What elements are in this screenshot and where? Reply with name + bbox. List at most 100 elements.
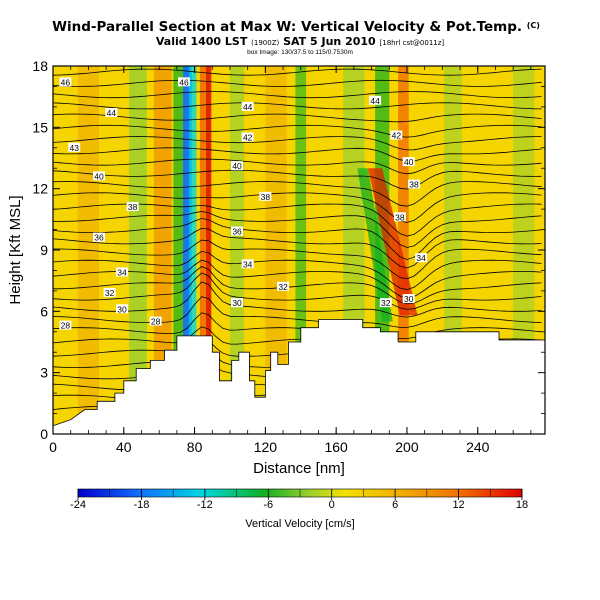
colorbar-tick-label: -6 xyxy=(263,499,273,511)
contour-label: 46 xyxy=(177,77,190,87)
isentrope-line xyxy=(53,192,542,223)
y-tick-label: 12 xyxy=(32,181,48,197)
velocity-band xyxy=(295,66,307,434)
contour-label: 28 xyxy=(59,320,72,331)
contour-label: 28 xyxy=(149,316,162,327)
isentrope-line xyxy=(53,296,542,328)
contour-label: 44 xyxy=(105,108,118,118)
contour-label: 32 xyxy=(103,287,116,298)
velocity-band xyxy=(129,66,147,434)
y-tick-label: 3 xyxy=(40,365,48,381)
x-tick-label: 0 xyxy=(49,439,57,455)
contour-label: 40 xyxy=(93,171,106,181)
contour-label: 32 xyxy=(277,281,290,292)
contour-label: 38 xyxy=(393,212,406,222)
colorbar-tick-label: 18 xyxy=(516,499,528,511)
svg-text:38: 38 xyxy=(409,180,419,190)
svg-text:36: 36 xyxy=(232,227,242,237)
isentrope-line xyxy=(53,136,542,151)
svg-text:40: 40 xyxy=(404,157,414,167)
isentrope-line xyxy=(53,169,542,190)
colorbar-tick-label: 0 xyxy=(329,499,335,511)
isentrope-line xyxy=(53,79,542,87)
colorbar: -24 -18 -12 -6 0 6 12 18 Vertical Velocity [cm/… xyxy=(70,488,528,530)
contour-label: 38 xyxy=(259,191,272,202)
contour-label: 44 xyxy=(241,101,254,112)
downdraft-band xyxy=(357,168,393,322)
svg-text:28: 28 xyxy=(61,321,71,331)
contour-label: 30 xyxy=(116,304,129,314)
chart-subtitle-line3: box Image: 130/37.5 to 115/0.7530m xyxy=(247,49,353,56)
velocity-band xyxy=(199,66,211,434)
contour-label: 43 xyxy=(68,142,81,153)
svg-text:42: 42 xyxy=(392,131,402,141)
svg-text:38: 38 xyxy=(395,212,405,222)
x-axis-label: Distance [nm] xyxy=(253,460,345,477)
svg-text:46: 46 xyxy=(179,77,189,87)
isentrope-line xyxy=(53,102,542,110)
isentrope-line xyxy=(53,68,542,76)
isentrope-line xyxy=(53,124,542,138)
isentrope-line xyxy=(53,227,542,269)
velocity-band xyxy=(398,66,409,434)
chart-subtitle: Valid 1400 LST (1900Z) SAT 5 Jun 2010 [1… xyxy=(156,35,445,48)
isentrope-line xyxy=(53,312,542,339)
contour-label: 42 xyxy=(241,132,254,143)
colorbar-tick-label: -24 xyxy=(70,499,86,511)
y-tick-label: 6 xyxy=(40,303,48,319)
contour-label: 40 xyxy=(402,157,415,167)
isentrope-line xyxy=(53,113,542,123)
colorbar-label: Vertical Velocity [cm/s] xyxy=(245,518,354,530)
velocity-field: 46 46 44 44 44 43 42 42 40 40 40 38 38 38 38 36 36 34 34 34… xyxy=(53,66,545,434)
svg-text:30: 30 xyxy=(117,304,127,314)
svg-text:28: 28 xyxy=(151,317,161,327)
svg-text:46: 46 xyxy=(61,77,71,87)
contour-label: 38 xyxy=(126,202,139,212)
isentrope-line xyxy=(53,91,542,99)
isentrope-line xyxy=(53,250,542,291)
contour-label: 44 xyxy=(369,95,382,106)
contour-label: 46 xyxy=(59,77,72,87)
contour-label: 32 xyxy=(379,298,392,308)
svg-text:44: 44 xyxy=(243,102,253,112)
isentrope-line xyxy=(53,181,542,207)
y-tick-label: 15 xyxy=(32,119,48,135)
contour-label: 42 xyxy=(390,130,403,141)
svg-text:38: 38 xyxy=(261,192,271,202)
contour-label: 34 xyxy=(415,253,428,263)
svg-text:30: 30 xyxy=(404,294,414,304)
contour-label: 36 xyxy=(231,226,244,237)
velocity-band xyxy=(206,66,212,434)
y-tick-label: 18 xyxy=(32,58,48,74)
colorbar-tick-label: 12 xyxy=(452,499,464,511)
svg-text:32: 32 xyxy=(381,298,391,308)
contour-label: 38 xyxy=(408,179,421,190)
isentrope-line xyxy=(53,266,542,305)
svg-text:36: 36 xyxy=(94,233,104,243)
contour-label: 30 xyxy=(402,294,415,304)
isentrope-line xyxy=(53,211,542,248)
svg-text:30: 30 xyxy=(232,298,242,308)
contour-label: 40 xyxy=(231,161,244,171)
colorbar-tick-label: 6 xyxy=(392,499,398,511)
chart-title: Wind-Parallel Section at Max W: Vertical… xyxy=(52,19,540,35)
isentrope-line xyxy=(53,259,542,299)
x-tick-label: 200 xyxy=(395,439,419,455)
x-tick-label: 160 xyxy=(324,439,348,455)
velocity-band xyxy=(265,66,287,434)
colorbar-tick-label: -12 xyxy=(197,499,213,511)
isentrope-line xyxy=(53,281,542,318)
x-tick-label: 80 xyxy=(187,439,203,455)
colorbar-tick-label: -18 xyxy=(133,499,149,511)
svg-text:34: 34 xyxy=(416,253,426,263)
svg-text:44: 44 xyxy=(107,108,117,118)
svg-text:42: 42 xyxy=(243,133,253,143)
svg-text:38: 38 xyxy=(128,202,138,212)
contour-label: 30 xyxy=(231,298,244,308)
x-tick-label: 120 xyxy=(254,439,278,455)
isentrope-line xyxy=(53,218,542,260)
svg-text:40: 40 xyxy=(232,161,242,171)
contour-label: 34 xyxy=(241,259,254,269)
contour-label: 36 xyxy=(93,232,106,243)
